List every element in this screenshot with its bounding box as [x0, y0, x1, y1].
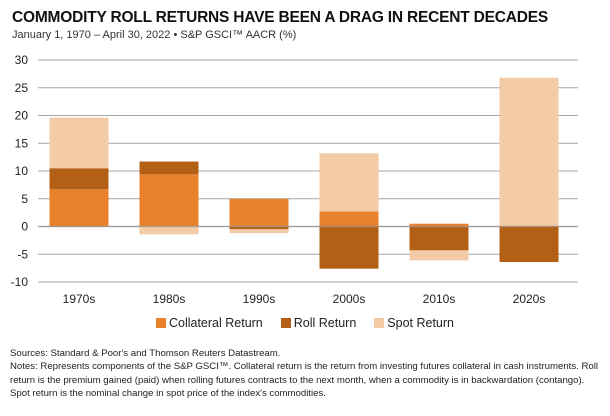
legend-label: Collateral Return [168, 316, 263, 330]
y-tick-label: 30 [15, 53, 29, 67]
gridlines [38, 59, 578, 283]
legend: Collateral Return Roll Return Spot Retur… [0, 316, 610, 330]
y-tick-label: 5 [21, 192, 28, 206]
bar-spot-return-2020s [499, 77, 559, 226]
x-tick-label: 1980s [153, 292, 186, 306]
notes: Notes: Represents components of the S&P … [10, 361, 598, 399]
y-tick-label: -5 [17, 247, 28, 261]
bar-roll-return-1980s [139, 161, 199, 175]
bar-roll-return-2000s [319, 226, 379, 269]
chart-subtitle: January 1, 1970 – April 30, 2022 • S&P G… [12, 29, 297, 41]
legend-label: Spot Return [387, 316, 455, 330]
x-tick-label: 2000s [333, 292, 366, 306]
x-axis-ticks: 1970s 1980s 1990s 2000s 2010s 2020s [63, 292, 546, 306]
bars [38, 77, 578, 269]
bar-collateral-return-1990s [229, 198, 289, 227]
x-tick-label: 2010s [423, 292, 456, 306]
y-tick-label: 15 [15, 136, 29, 150]
legend-label: Roll Return [293, 316, 357, 330]
bar-roll-return-2010s [409, 226, 469, 251]
bar-collateral-return-2000s [319, 211, 379, 227]
y-tick-label: -10 [11, 275, 29, 289]
bar-spot-return-2000s [319, 153, 379, 212]
legend-swatch-roll [280, 318, 291, 328]
chart-title: COMMODITY ROLL RETURNS HAVE BEEN A DRAG … [12, 9, 549, 26]
x-tick-label: 1970s [63, 292, 96, 306]
bar-spot-return-1980s [139, 226, 199, 235]
y-axis-ticks: 30 25 20 15 10 5 0 -5 -10 [11, 53, 29, 289]
stacked-bar-chart: 30 25 20 15 10 5 0 -5 -10 1970s 1980s 1990s 2000s 20… [11, 53, 578, 306]
footer: Sources: Standard & Poor's and Thomson R… [10, 347, 602, 400]
legend-swatch-spot [374, 318, 385, 328]
bar-spot-return-1990s [229, 229, 289, 234]
x-tick-label: 2020s [513, 292, 546, 306]
x-tick-label: 1990s [243, 292, 276, 306]
bar-roll-return-2020s [499, 226, 559, 263]
bar-collateral-return-1980s [139, 174, 199, 227]
y-tick-label: 25 [15, 81, 29, 95]
legend-swatch-collateral [155, 318, 166, 328]
legend-item-collateral-return: Collateral Return [155, 316, 263, 330]
bar-collateral-return-1970s [49, 189, 109, 227]
y-tick-label: 20 [15, 109, 29, 123]
bar-roll-return-1990s [229, 226, 289, 230]
legend-item-roll-return: Roll Return [280, 316, 357, 330]
bar-roll-return-1970s [49, 168, 109, 190]
bar-spot-return-1970s [49, 117, 109, 169]
legend-item-spot-return: Spot Return [374, 316, 454, 330]
sources-note: Sources: Standard & Poor's and Thomson R… [10, 348, 281, 359]
y-tick-label: 0 [21, 220, 28, 234]
bar-spot-return-2010s [409, 250, 469, 261]
y-tick-label: 10 [15, 164, 29, 178]
bar-collateral-return-2010s [409, 223, 469, 227]
